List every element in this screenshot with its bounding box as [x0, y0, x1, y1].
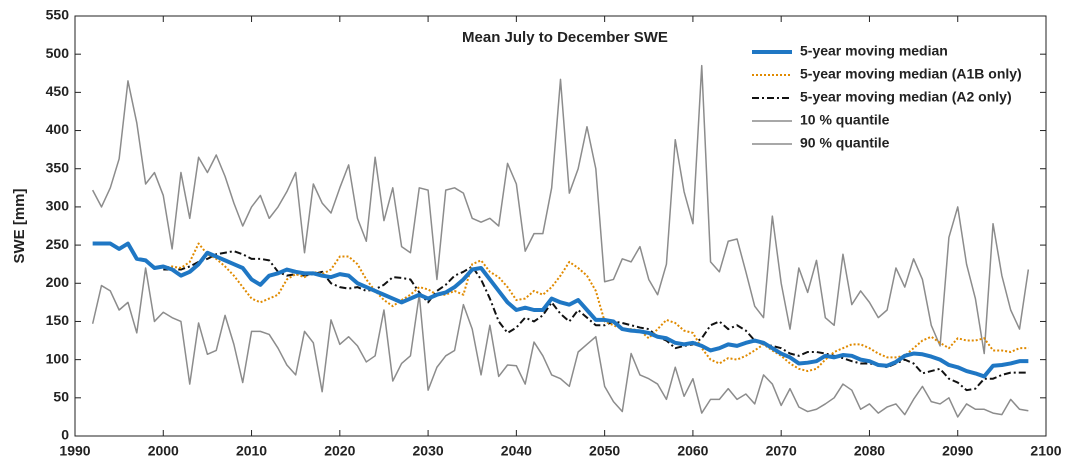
series-line [163, 242, 1029, 373]
series-line [91, 267, 1029, 418]
y-tick-label: 500 [46, 45, 70, 61]
x-tick-label: 2100 [1030, 443, 1061, 459]
x-tick-label: 2060 [677, 443, 708, 459]
x-tick-label: 2090 [942, 443, 973, 459]
legend-label: 10 % quantile [800, 112, 890, 128]
series-line [91, 64, 1030, 355]
x-tick-label: 2040 [501, 443, 532, 459]
chart-title: Mean July to December SWE [462, 29, 668, 46]
legend-label: 90 % quantile [800, 135, 890, 151]
y-tick-label: 0 [61, 427, 69, 443]
x-tick-label: 2030 [413, 443, 444, 459]
legend-label: 5-year moving median (A1B only) [800, 66, 1022, 82]
plot-frame [74, 15, 1047, 437]
y-tick-label: 100 [46, 350, 70, 366]
x-tick-label: 2000 [148, 443, 179, 459]
y-tick-label: 550 [46, 7, 70, 23]
series-line [92, 241, 1029, 379]
x-tick-label: 2080 [854, 443, 885, 459]
y-tick-label: 400 [46, 121, 70, 137]
x-tick-label: 2020 [324, 443, 355, 459]
y-tick-label: 150 [46, 312, 70, 328]
legend: 5-year moving median 5-year moving median… [752, 43, 1022, 151]
x-tick-label: 2050 [589, 443, 620, 459]
y-tick-label: 450 [46, 83, 70, 99]
legend-label: 5-year moving median [800, 43, 948, 59]
legend-label: 5-year moving median (A2 only) [800, 89, 1012, 105]
x-tick-label: 2070 [766, 443, 797, 459]
x-tick-label: 1990 [59, 443, 90, 459]
y-tick-label: 350 [46, 159, 70, 175]
x-tick-label: 2010 [236, 443, 267, 459]
y-tick-label: 200 [46, 274, 70, 290]
y-axis-label: SWE [mm] [11, 188, 28, 263]
y-tick-label: 300 [46, 198, 70, 214]
y-tick-label: 50 [53, 389, 69, 405]
y-tick-label: 250 [46, 236, 70, 252]
